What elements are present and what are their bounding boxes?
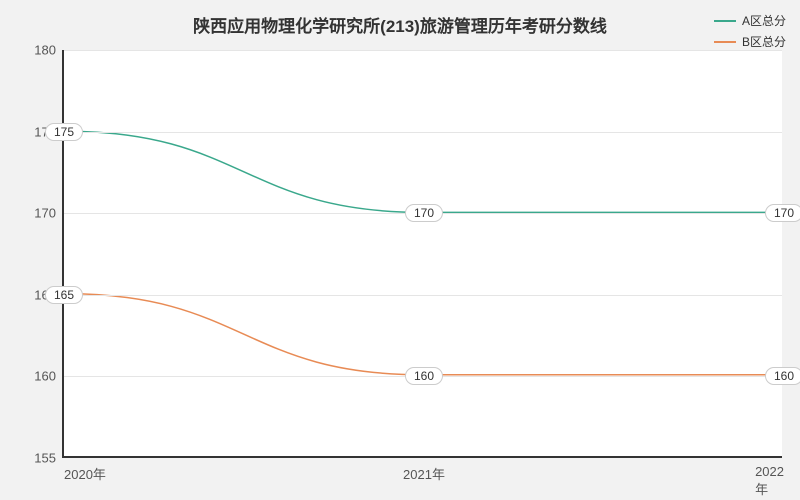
data-label: 170 xyxy=(405,204,443,222)
data-label: 165 xyxy=(45,286,83,304)
data-label: 175 xyxy=(45,123,83,141)
gridline xyxy=(64,50,782,51)
legend-swatch-a xyxy=(714,20,736,22)
y-tick-label: 170 xyxy=(34,206,64,221)
legend-label-b: B区总分 xyxy=(742,33,786,50)
legend-item-a: A区总分 xyxy=(714,12,786,29)
gridline xyxy=(64,132,782,133)
legend-item-b: B区总分 xyxy=(714,33,786,50)
legend-swatch-b xyxy=(714,41,736,43)
x-tick-label: 2020年 xyxy=(64,456,106,483)
gridline xyxy=(64,295,782,296)
chart-title: 陕西应用物理化学研究所(213)旅游管理历年考研分数线 xyxy=(0,12,800,37)
data-label: 160 xyxy=(765,367,800,385)
plot-area: 1551601651701751802020年2021年2022年1751701… xyxy=(62,50,782,458)
y-tick-label: 160 xyxy=(34,369,64,384)
x-tick-label: 2022年 xyxy=(755,456,784,498)
legend: A区总分 B区总分 xyxy=(714,12,786,54)
chart-container: 陕西应用物理化学研究所(213)旅游管理历年考研分数线 A区总分 B区总分 15… xyxy=(0,0,800,500)
data-label: 170 xyxy=(765,204,800,222)
series-line xyxy=(65,294,781,375)
data-label: 160 xyxy=(405,367,443,385)
line-layer xyxy=(64,50,782,456)
series-line xyxy=(65,131,781,212)
y-tick-label: 180 xyxy=(34,43,64,58)
y-tick-label: 155 xyxy=(34,451,64,466)
legend-label-a: A区总分 xyxy=(742,12,786,29)
x-tick-label: 2021年 xyxy=(403,456,445,483)
